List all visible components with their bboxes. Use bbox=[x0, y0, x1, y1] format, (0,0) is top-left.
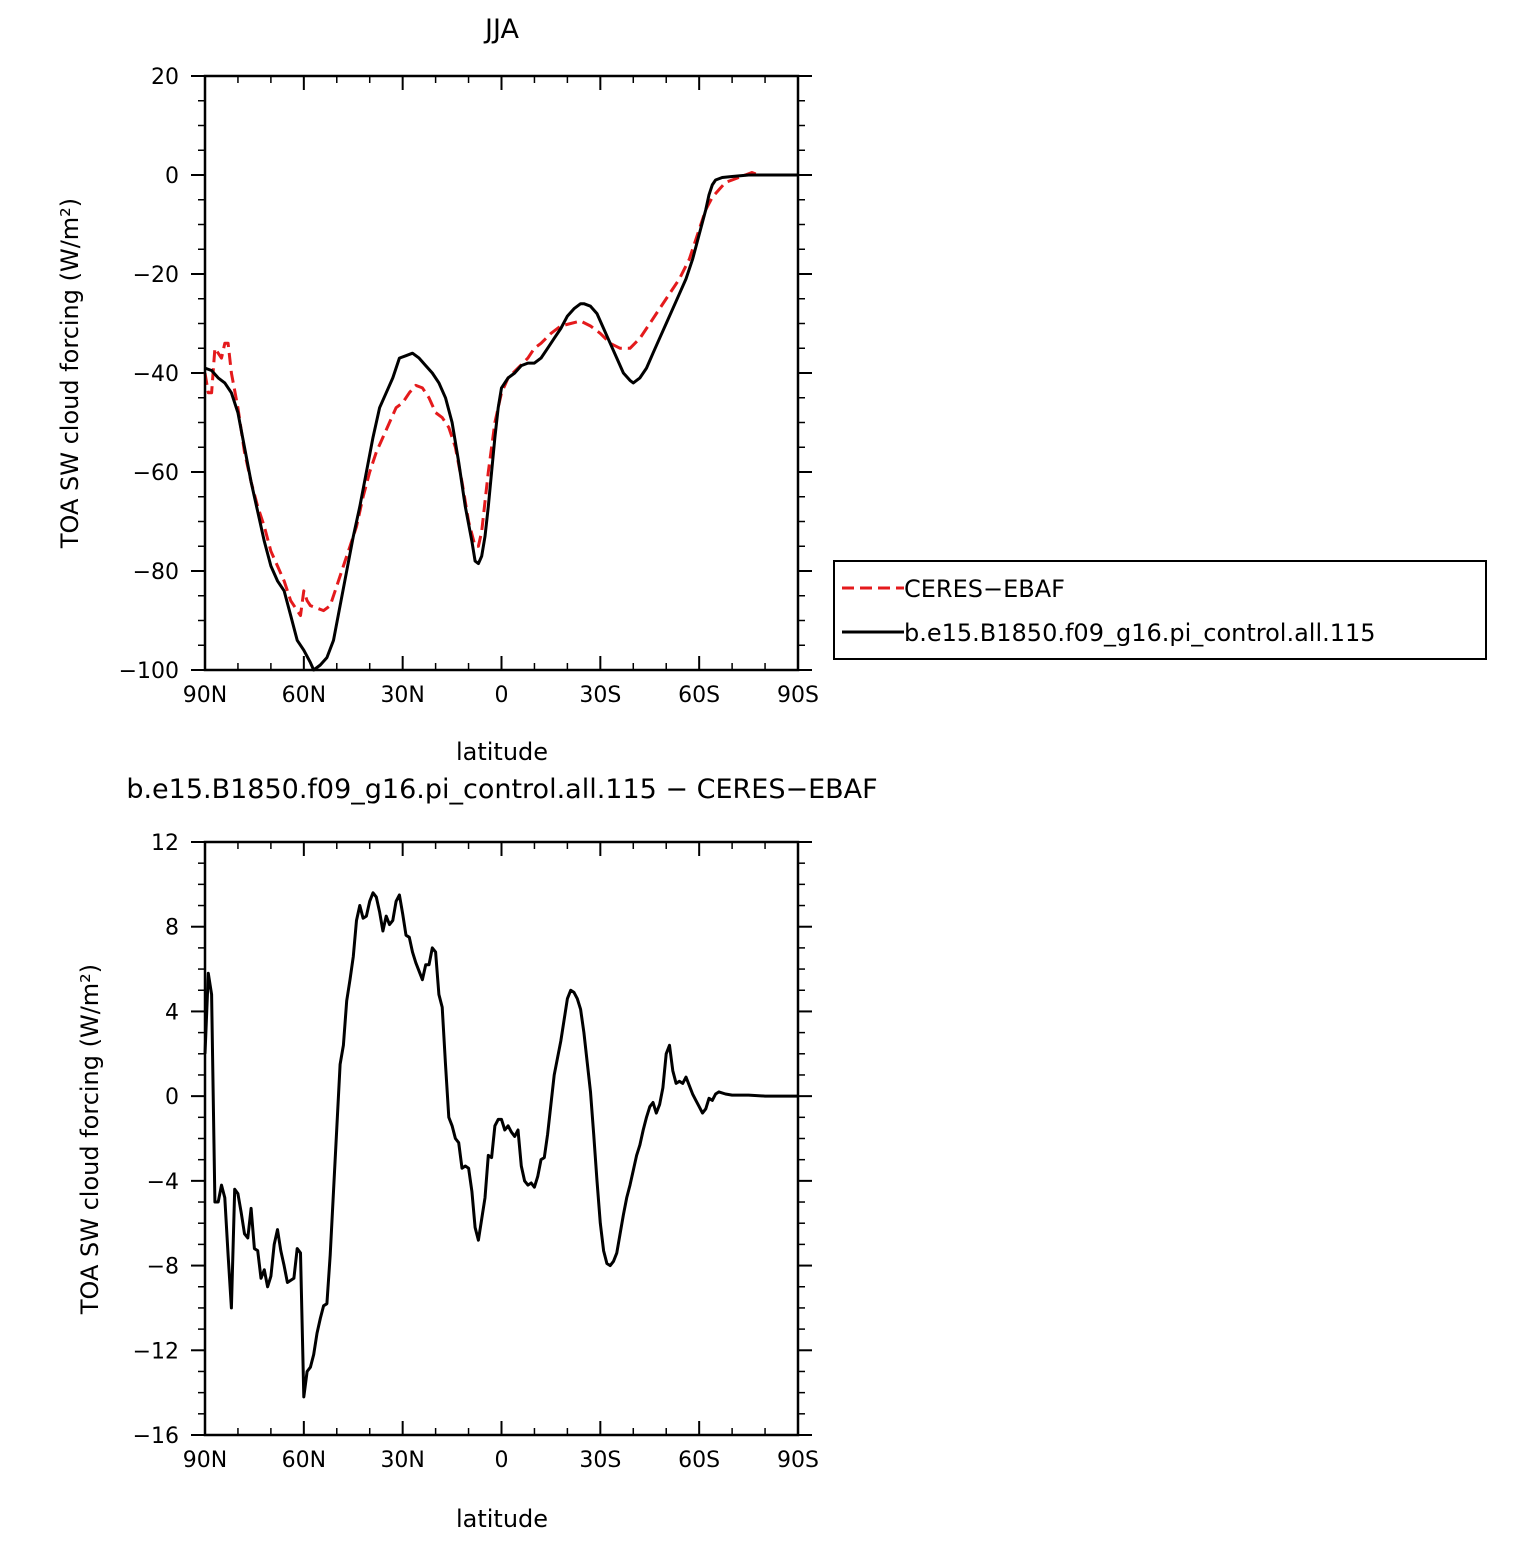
y-tick-label: 0 bbox=[165, 1085, 179, 1110]
chart-bottom-panel: b.e15.B1850.f09_g16.pi_control.all.115 −… bbox=[76, 774, 878, 1533]
x-tick-label: 90N bbox=[183, 1448, 227, 1473]
y-tick-label: −8 bbox=[147, 1255, 179, 1280]
chart-title-top: JJA bbox=[483, 14, 519, 45]
y-tick-label: 20 bbox=[151, 65, 179, 90]
x-axis-title-bottom: latitude bbox=[456, 1505, 548, 1533]
y-tick-label: −40 bbox=[133, 362, 179, 387]
y-tick-label: −20 bbox=[133, 263, 179, 288]
legend-label-ceres: CERES−EBAF bbox=[904, 575, 1065, 603]
y-tick-label: −4 bbox=[147, 1170, 179, 1195]
y-tick-label: −80 bbox=[133, 560, 179, 585]
legend-top: CERES−EBAF b.e15.B1850.f09_g16.pi_contro… bbox=[833, 560, 1487, 660]
y-tick-label: −16 bbox=[133, 1424, 179, 1449]
y-tick-label: 12 bbox=[151, 831, 179, 856]
x-tick-label: 60S bbox=[678, 1448, 720, 1473]
y-tick-label: 8 bbox=[165, 916, 179, 941]
plot-frame-bottom bbox=[203, 840, 800, 1437]
x-tick-label: 90S bbox=[777, 1448, 819, 1473]
series-group-bottom bbox=[203, 891, 798, 1399]
y-tick-label: −100 bbox=[119, 659, 179, 684]
legend-label-model: b.e15.B1850.f09_g16.pi_control.all.115 bbox=[904, 619, 1376, 647]
chart-top-panel: JJA 90N 60N 30N 0 30S 60S 90S 20 0 −20 −40 −60 −80 −1… bbox=[56, 14, 1487, 766]
x-axis-title-top: latitude bbox=[456, 738, 548, 766]
x-tick-label: 30N bbox=[380, 683, 424, 708]
x-tick-label: 60S bbox=[678, 683, 720, 708]
x-tick-label: 90N bbox=[183, 683, 227, 708]
y-axis-title-bottom: TOA SW cloud forcing (W/m²) bbox=[76, 964, 104, 1315]
x-tick-label: 30S bbox=[579, 683, 621, 708]
y-tick-label: −12 bbox=[133, 1339, 179, 1364]
series-group-top bbox=[203, 171, 798, 672]
x-tick-label: 0 bbox=[495, 1448, 509, 1473]
ticks-top: 90N 60N 30N 0 30S 60S 90S 20 0 −20 −40 −60 −80 −100 bbox=[119, 65, 819, 708]
ticks-bottom: 90N 60N 30N 0 30S 60S 90S 12 8 4 0 −4 −8 −12 −16 bbox=[133, 831, 819, 1473]
legend-frame bbox=[833, 560, 1487, 660]
series-line-1 bbox=[204, 173, 798, 672]
plot-frame-top bbox=[203, 74, 800, 672]
series-line-0 bbox=[203, 171, 798, 617]
chart-title-bottom: b.e15.B1850.f09_g16.pi_control.all.115 −… bbox=[126, 774, 877, 805]
x-tick-label: 0 bbox=[495, 683, 509, 708]
x-tick-label: 60N bbox=[282, 1448, 326, 1473]
y-axis-title-top: TOA SW cloud forcing (W/m²) bbox=[56, 198, 84, 549]
x-tick-label: 30S bbox=[579, 1448, 621, 1473]
x-tick-label: 60N bbox=[282, 683, 326, 708]
x-tick-label: 90S bbox=[777, 683, 819, 708]
y-tick-label: −60 bbox=[133, 461, 179, 486]
y-tick-label: 0 bbox=[165, 164, 179, 189]
y-tick-label: 4 bbox=[165, 1000, 179, 1025]
x-tick-label: 30N bbox=[380, 1448, 424, 1473]
series-line-0 bbox=[203, 891, 798, 1399]
